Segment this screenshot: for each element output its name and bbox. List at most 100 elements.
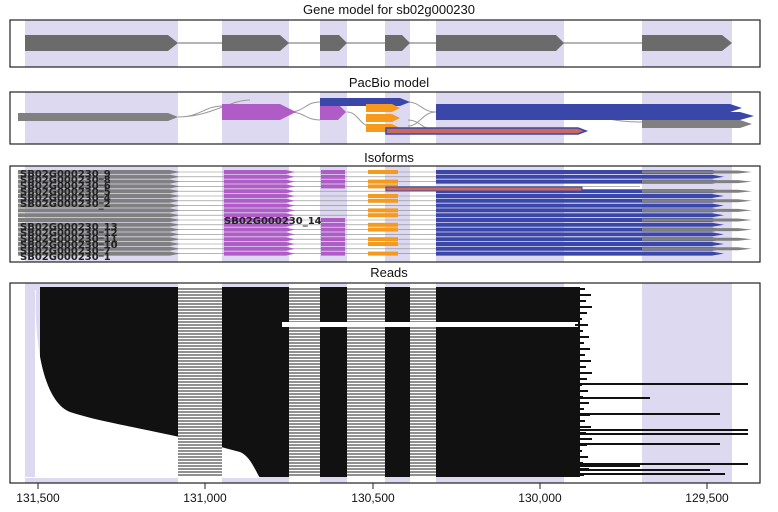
isoform-exon-blue — [436, 232, 724, 237]
isoform-exon-purple — [224, 174, 295, 179]
isoform-label: SB02G000230_13 — [20, 222, 118, 233]
pacbio-exon-orange-1 — [366, 104, 400, 112]
isoform-exon-purple — [224, 242, 295, 246]
isoform-exon-purple — [224, 203, 295, 208]
pacbio-exon-blue-top — [320, 98, 410, 106]
isoform-exon-purple — [224, 227, 295, 232]
isoforms-frame — [9, 165, 761, 263]
isoform-exon-purple-small — [321, 222, 345, 227]
isoform-label: SB02G000230_6 — [20, 181, 111, 192]
isoform-exon-orange — [368, 198, 398, 203]
isoform-exon-gray — [18, 203, 180, 208]
isoform-exon-gray — [18, 170, 180, 174]
isoform-exon-purple-small — [321, 184, 345, 189]
isoform-exon-gray — [18, 208, 180, 213]
isoform-exon-purple-small — [321, 251, 345, 256]
isoform-exon-purple — [224, 232, 295, 237]
pacbio-exon-blue-main — [436, 104, 742, 112]
isoform-exon-purple — [224, 218, 295, 222]
x-tick-label: 131,500 — [16, 491, 60, 505]
isoform-label: SB02G000230_12 — [20, 228, 118, 239]
x-axis: 131,500 131,000 130,500 130,000 129,500 — [10, 482, 760, 505]
isoform-exon-gray — [18, 213, 180, 218]
pacbio-exon-blue-2 — [436, 112, 754, 120]
reads-left-shade — [25, 287, 35, 477]
isoform-exon-gray — [18, 227, 180, 232]
gene-exon-5 — [436, 35, 564, 51]
isoform-exon-orange — [368, 213, 398, 218]
isoform-exon-gray-tail — [642, 189, 752, 193]
isoform-exon-gray-tail — [642, 180, 752, 184]
pacbio-model-frame — [9, 91, 761, 145]
isoform-exon-purple — [224, 170, 295, 174]
isoform-exon-purple — [224, 246, 295, 251]
gene-model-frame — [9, 19, 761, 68]
isoform-exon-blue — [436, 194, 724, 198]
isoform-exon-purple-small — [321, 242, 345, 246]
pacbio-model-title: PacBio model — [349, 75, 429, 90]
gene-model-panel — [9, 19, 761, 68]
x-tick-label: 130,000 — [518, 491, 562, 505]
isoform-exon-purple-small — [321, 232, 345, 237]
isoform-exon-gray — [18, 184, 180, 189]
isoform-exon-purple-small — [321, 246, 345, 251]
isoform-exon-gray-tail — [642, 247, 752, 251]
isoform-label: SB02G000230_4 — [20, 193, 111, 204]
gene-exon-2 — [222, 35, 289, 51]
isoform-exon-orange — [368, 227, 398, 232]
isoform-exon-purple — [224, 237, 295, 242]
isoform-exon-gray — [18, 251, 180, 256]
isoform-exon-gray — [18, 198, 180, 203]
isoform-exon-gray — [18, 222, 180, 227]
gene-model-title: Gene model for sb02g000230 — [303, 2, 475, 17]
reads-title: Reads — [370, 265, 408, 280]
isoform-exon-blue — [436, 174, 724, 179]
isoform-exon-orange — [368, 222, 398, 227]
isoform-exon-blue — [436, 213, 724, 218]
isoform-label: SB02G000230_11 — [20, 234, 118, 245]
pacbio-exon-gray-2 — [642, 120, 752, 128]
isoform-exon-purple — [224, 208, 295, 213]
isoform-exon-purple — [224, 179, 295, 184]
pacbio-intron-curves-right — [407, 101, 437, 131]
isoform-exon-orange — [368, 237, 398, 242]
pacbio-exon-purple-1 — [222, 104, 296, 120]
isoform-label: SB02G000230_2 — [20, 199, 111, 210]
isoform-exon-gray — [18, 246, 180, 251]
isoform-exon-purple-small — [321, 174, 345, 179]
pacbio-exon-gray-1 — [18, 113, 178, 121]
isoform-exon-gray — [18, 179, 180, 184]
isoform-exon-blue — [436, 251, 724, 256]
isoform-exon-purple — [224, 213, 295, 218]
isoform-exon-blue — [436, 203, 724, 208]
isoform-outlined-exon — [385, 186, 583, 192]
reads-white-row — [282, 322, 578, 327]
isoform-exon-orange — [368, 179, 398, 184]
gene-exon-1 — [25, 35, 178, 51]
isoform-exon-purple-small — [321, 237, 345, 242]
isoform-exon-gray-tail — [642, 208, 752, 212]
pacbio-model-panel — [9, 91, 761, 145]
isoform-exon-purple — [224, 189, 295, 194]
isoform-exon-orange — [368, 251, 398, 256]
isoform-exon-gray-tail — [642, 237, 752, 241]
gene-exon-6 — [642, 35, 732, 51]
pacbio-exon-orange-2 — [366, 114, 400, 122]
isoform-exon-gray — [18, 242, 180, 246]
isoform-exon-orange — [368, 194, 398, 198]
isoform-label: SB02G000230_8 — [20, 175, 111, 186]
isoform-exon-gray-tail — [642, 170, 752, 174]
isoform-exon-orange — [368, 184, 398, 189]
isoforms-panel: SB02G000230_9SB02G000230_8SB02G000230_6S… — [9, 165, 761, 263]
isoform-exon-gray — [18, 237, 180, 242]
isoform-exon-gray — [18, 194, 180, 198]
isoform-exon-purple-small — [321, 179, 345, 184]
isoform-label: SB02G000230_1 — [20, 252, 111, 263]
x-tick-label: 130,500 — [351, 491, 395, 505]
isoform-exon-purple-small — [321, 227, 345, 232]
isoform-exon-purple-small — [321, 170, 345, 174]
isoform-exon-gray — [18, 218, 180, 222]
isoform-label: SB02G000230_9 — [20, 169, 111, 180]
isoform-label: SB02G000230_5 — [20, 187, 111, 198]
isoform-exon-blue — [436, 242, 724, 246]
